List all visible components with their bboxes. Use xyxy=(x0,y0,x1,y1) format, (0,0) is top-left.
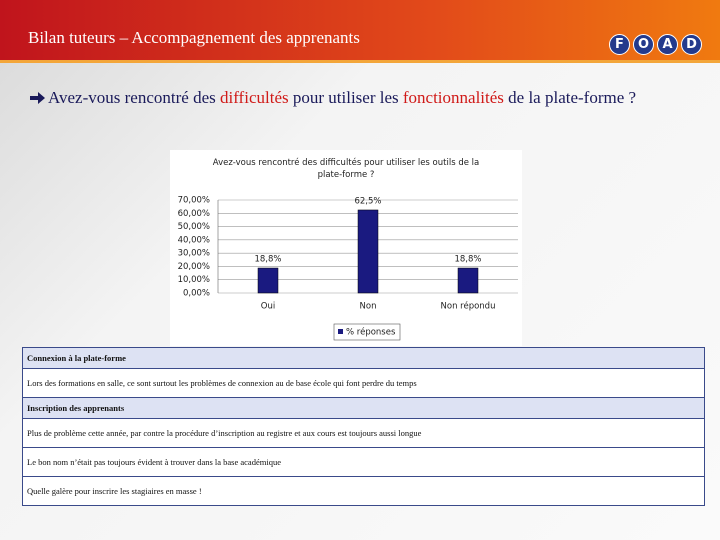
comments-table: Connexion à la plate-forme Lors des form… xyxy=(22,347,705,506)
bar xyxy=(357,209,379,294)
comment: Quelle galère pour inscrire les stagiair… xyxy=(22,476,705,506)
x-tick-label: Oui xyxy=(261,302,275,312)
y-tick-label: 70,00% xyxy=(178,196,210,206)
legend-box xyxy=(333,323,401,341)
section-heading: Connexion à la plate-forme xyxy=(22,347,705,369)
table-row: Le bon nom n’était pas toujours évident … xyxy=(22,447,705,477)
x-tick-label: Non répondu xyxy=(441,301,496,312)
question-text: pour utiliser les xyxy=(292,88,399,107)
table-row: Inscription des apprenants xyxy=(22,397,705,419)
value-label: 62,5% xyxy=(354,196,381,206)
question-highlight: difficultés xyxy=(219,88,289,107)
comment: Le bon nom n’était pas toujours évident … xyxy=(22,447,705,477)
table-row: Quelle galère pour inscrire les stagiair… xyxy=(22,476,705,506)
arrow-icon xyxy=(30,92,45,104)
logo-letter: F xyxy=(609,34,630,55)
question: Avez-vous rencontré des difficultés pour… xyxy=(48,88,636,108)
value-label: 18,8% xyxy=(254,255,281,265)
y-tick-label: 50,00% xyxy=(178,222,210,232)
y-tick-label: 30,00% xyxy=(178,249,210,259)
x-tick-label: Non xyxy=(360,302,377,312)
header: Bilan tuteurs – Accompagnement des appre… xyxy=(0,0,720,63)
chart-box: 0,00% 10,00% 20,00% 30,00% 40,00% 50,00% 60,00… xyxy=(170,150,522,346)
bar xyxy=(257,267,279,294)
comment: Plus de problème cette année, par contre… xyxy=(22,418,705,448)
table-row: Plus de problème cette année, par contre… xyxy=(22,418,705,448)
table-row: Lors des formations en salle, ce sont su… xyxy=(22,368,705,398)
chart: 0,00% 10,00% 20,00% 30,00% 40,00% 50,00% 60,00… xyxy=(178,196,518,341)
logo-letter: D xyxy=(681,34,702,55)
y-tick-label: 10,00% xyxy=(178,275,210,285)
y-tick-label: 0,00% xyxy=(183,289,210,299)
legend-label: % réponses xyxy=(346,327,396,338)
legend-swatch xyxy=(338,329,343,334)
y-tick-label: 40,00% xyxy=(178,235,210,245)
table-row: Connexion à la plate-forme xyxy=(22,347,705,369)
section-heading: Inscription des apprenants xyxy=(22,397,705,419)
logo-letter: A xyxy=(657,34,678,55)
question-highlight: fonctionnalités xyxy=(402,88,504,107)
header-title: Bilan tuteurs – Accompagnement des appre… xyxy=(28,28,360,47)
bar xyxy=(457,267,479,294)
question-text: de la plate-forme ? xyxy=(508,88,637,107)
y-tick-label: 20,00% xyxy=(178,262,210,272)
comment: Lors des formations en salle, ce sont su… xyxy=(22,368,705,398)
y-tick-label: 60,00% xyxy=(178,209,210,219)
chart-title: Avez-vous rencontré des difficultés pour… xyxy=(212,158,480,180)
logo: F O A D xyxy=(609,34,702,55)
logo-letter: O xyxy=(633,34,654,55)
value-label: 18,8% xyxy=(454,255,481,265)
question-text: Avez-vous rencontré des xyxy=(48,88,216,107)
